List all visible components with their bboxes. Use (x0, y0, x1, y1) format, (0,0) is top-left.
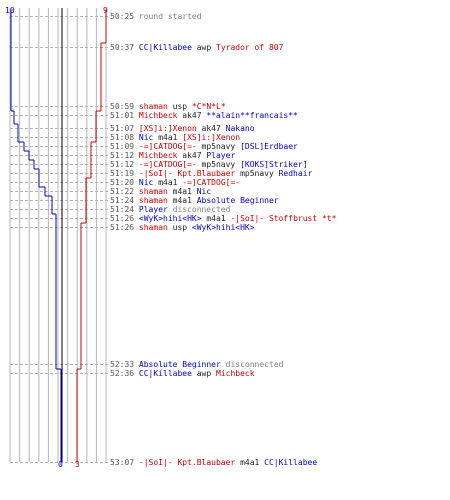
event-time: 51:09 (110, 142, 135, 151)
log-entry: 51:19 -|SoI|- Kpt.Blaubaer mp5navy Redha… (110, 169, 312, 178)
log-entry: 51:07 [XS]i:]Xenon ak47 Nakano (110, 124, 255, 133)
event-text: m4a1 (153, 178, 183, 187)
event-text: mp5navy (196, 142, 241, 151)
event-text: disconnected (220, 360, 284, 369)
event-time: 51:12 (110, 151, 135, 160)
event-text: Tyrador of 807 (216, 43, 284, 52)
log-entry: 51:09 -=]CATDOG[=- mp5navy [DSL]Erdbaer (110, 142, 298, 151)
event-text: Nic (196, 187, 212, 196)
event-text: usp (167, 223, 192, 232)
event-text: **alain**francais** (206, 111, 298, 120)
blue-start-count: 10 (5, 6, 15, 15)
log-entry: 51:24 Player disconnected (110, 205, 230, 214)
log-entry: 51:20 Nic m4a1 -=]CATDOG[=- (110, 178, 240, 187)
event-text: Nic (138, 178, 154, 187)
event-text: m4a1 (167, 187, 197, 196)
event-text: shaman (138, 102, 168, 111)
event-text: usp (167, 102, 192, 111)
event-text: -|SoI|- Kpt.Blaubaer (138, 458, 236, 467)
event-text: shaman (138, 196, 168, 205)
event-text: ak47 (177, 151, 207, 160)
event-text: m4a1 (235, 458, 265, 467)
event-text: ak47 (196, 124, 226, 133)
event-text: shaman (138, 187, 168, 196)
log-entry: 50:25 round started (110, 12, 202, 21)
event-time: 51:12 (110, 160, 135, 169)
event-time: 50:37 (110, 43, 135, 52)
event-text: awp (191, 369, 216, 378)
event-time: 51:24 (110, 205, 135, 214)
log-entry: 53:07 -|SoI|- Kpt.Blaubaer m4a1 CC|Killa… (110, 458, 317, 467)
red-end-count: 3 (75, 460, 80, 469)
event-text: Player (206, 151, 236, 160)
event-time: 51:07 (110, 124, 135, 133)
event-text: -=]CATDOG[=- (138, 160, 197, 169)
event-text: CC|Killabee (138, 43, 192, 52)
event-time: 51:01 (110, 111, 135, 120)
event-time: 51:22 (110, 187, 135, 196)
log-entry: 51:12 Michbeck ak47 Player (110, 151, 235, 160)
event-text: -|SoI|- Kpt.Blaubaer (138, 169, 236, 178)
event-time: 50:25 (110, 12, 135, 21)
event-text: Redhair (278, 169, 313, 178)
event-text: ak47 (177, 111, 207, 120)
event-text: awp (191, 43, 216, 52)
event-text: disconnected (167, 205, 231, 214)
event-time: 50:59 (110, 102, 135, 111)
event-text: m4a1 (153, 133, 183, 142)
event-text: Nakano (225, 124, 255, 133)
event-text: shaman (138, 223, 168, 232)
event-text: *C*N*L* (191, 102, 226, 111)
event-text: Absolute Beginner (138, 360, 221, 369)
log-entry: 50:59 shaman usp *C*N*L* (110, 102, 226, 111)
event-text: m4a1 (167, 196, 197, 205)
event-text: <WyK>hihi<HK> (191, 223, 255, 232)
log-entry: 51:22 shaman m4a1 Nic (110, 187, 211, 196)
event-text: [XS]i:]Xenon (138, 124, 197, 133)
event-text: m4a1 (201, 214, 231, 223)
event-text: [DSL]Erdbaer (240, 142, 298, 151)
event-text: mp5navy (235, 169, 279, 178)
player-count-graph (9, 8, 108, 463)
log-entry: 51:24 shaman m4a1 Absolute Beginner (110, 196, 279, 205)
log-entry: 52:33 Absolute Beginner disconnected (110, 360, 283, 369)
red-start-count: 9 (103, 6, 108, 15)
log-entry: 51:26 <WyK>hihi<HK> m4a1 -|SoI|- Stoffbr… (110, 214, 336, 223)
event-time: 51:08 (110, 133, 135, 142)
event-text: [XS]i:]Xenon (182, 133, 241, 142)
event-text: CC|Killabee (138, 369, 192, 378)
event-text: Absolute Beginner (196, 196, 279, 205)
event-text: Michbeck (138, 151, 178, 160)
log-entry: 52:36 CC|Killabee awp Michbeck (110, 369, 255, 378)
event-time: 51:24 (110, 196, 135, 205)
event-text: round started (138, 12, 202, 21)
event-text: -=]CATDOG[=- (182, 178, 241, 187)
event-text: [KOKS]Striker] (240, 160, 308, 169)
event-text: <WyK>hihi<HK> (138, 214, 202, 223)
log-entry: 51:12 -=]CATDOG[=- mp5navy [KOKS]Striker… (110, 160, 308, 169)
event-time: 53:07 (110, 458, 135, 467)
event-time: 52:33 (110, 360, 135, 369)
event-text: Michbeck (138, 111, 178, 120)
event-time: 51:19 (110, 169, 135, 178)
event-time: 51:26 (110, 214, 135, 223)
log-entry: 51:08 Nic m4a1 [XS]i:]Xenon (110, 133, 240, 142)
event-text: Player (138, 205, 168, 214)
blue-end-count: 0 (58, 460, 63, 469)
event-text: mp5navy (196, 160, 241, 169)
event-text: -|SoI|- Stoffbrust *t* (230, 214, 337, 223)
event-time: 51:26 (110, 223, 135, 232)
event-text: Michbeck (216, 369, 255, 378)
event-text: CC|Killabee (264, 458, 318, 467)
event-text: -=]CATDOG[=- (138, 142, 197, 151)
log-entry: 51:01 Michbeck ak47 **alain**francais** (110, 111, 298, 120)
event-text: Nic (138, 133, 154, 142)
log-entry: 51:26 shaman usp <WyK>hihi<HK> (110, 223, 255, 232)
event-time: 51:20 (110, 178, 135, 187)
log-entry: 50:37 CC|Killabee awp Tyrador of 807 (110, 43, 283, 52)
event-time: 52:36 (110, 369, 135, 378)
